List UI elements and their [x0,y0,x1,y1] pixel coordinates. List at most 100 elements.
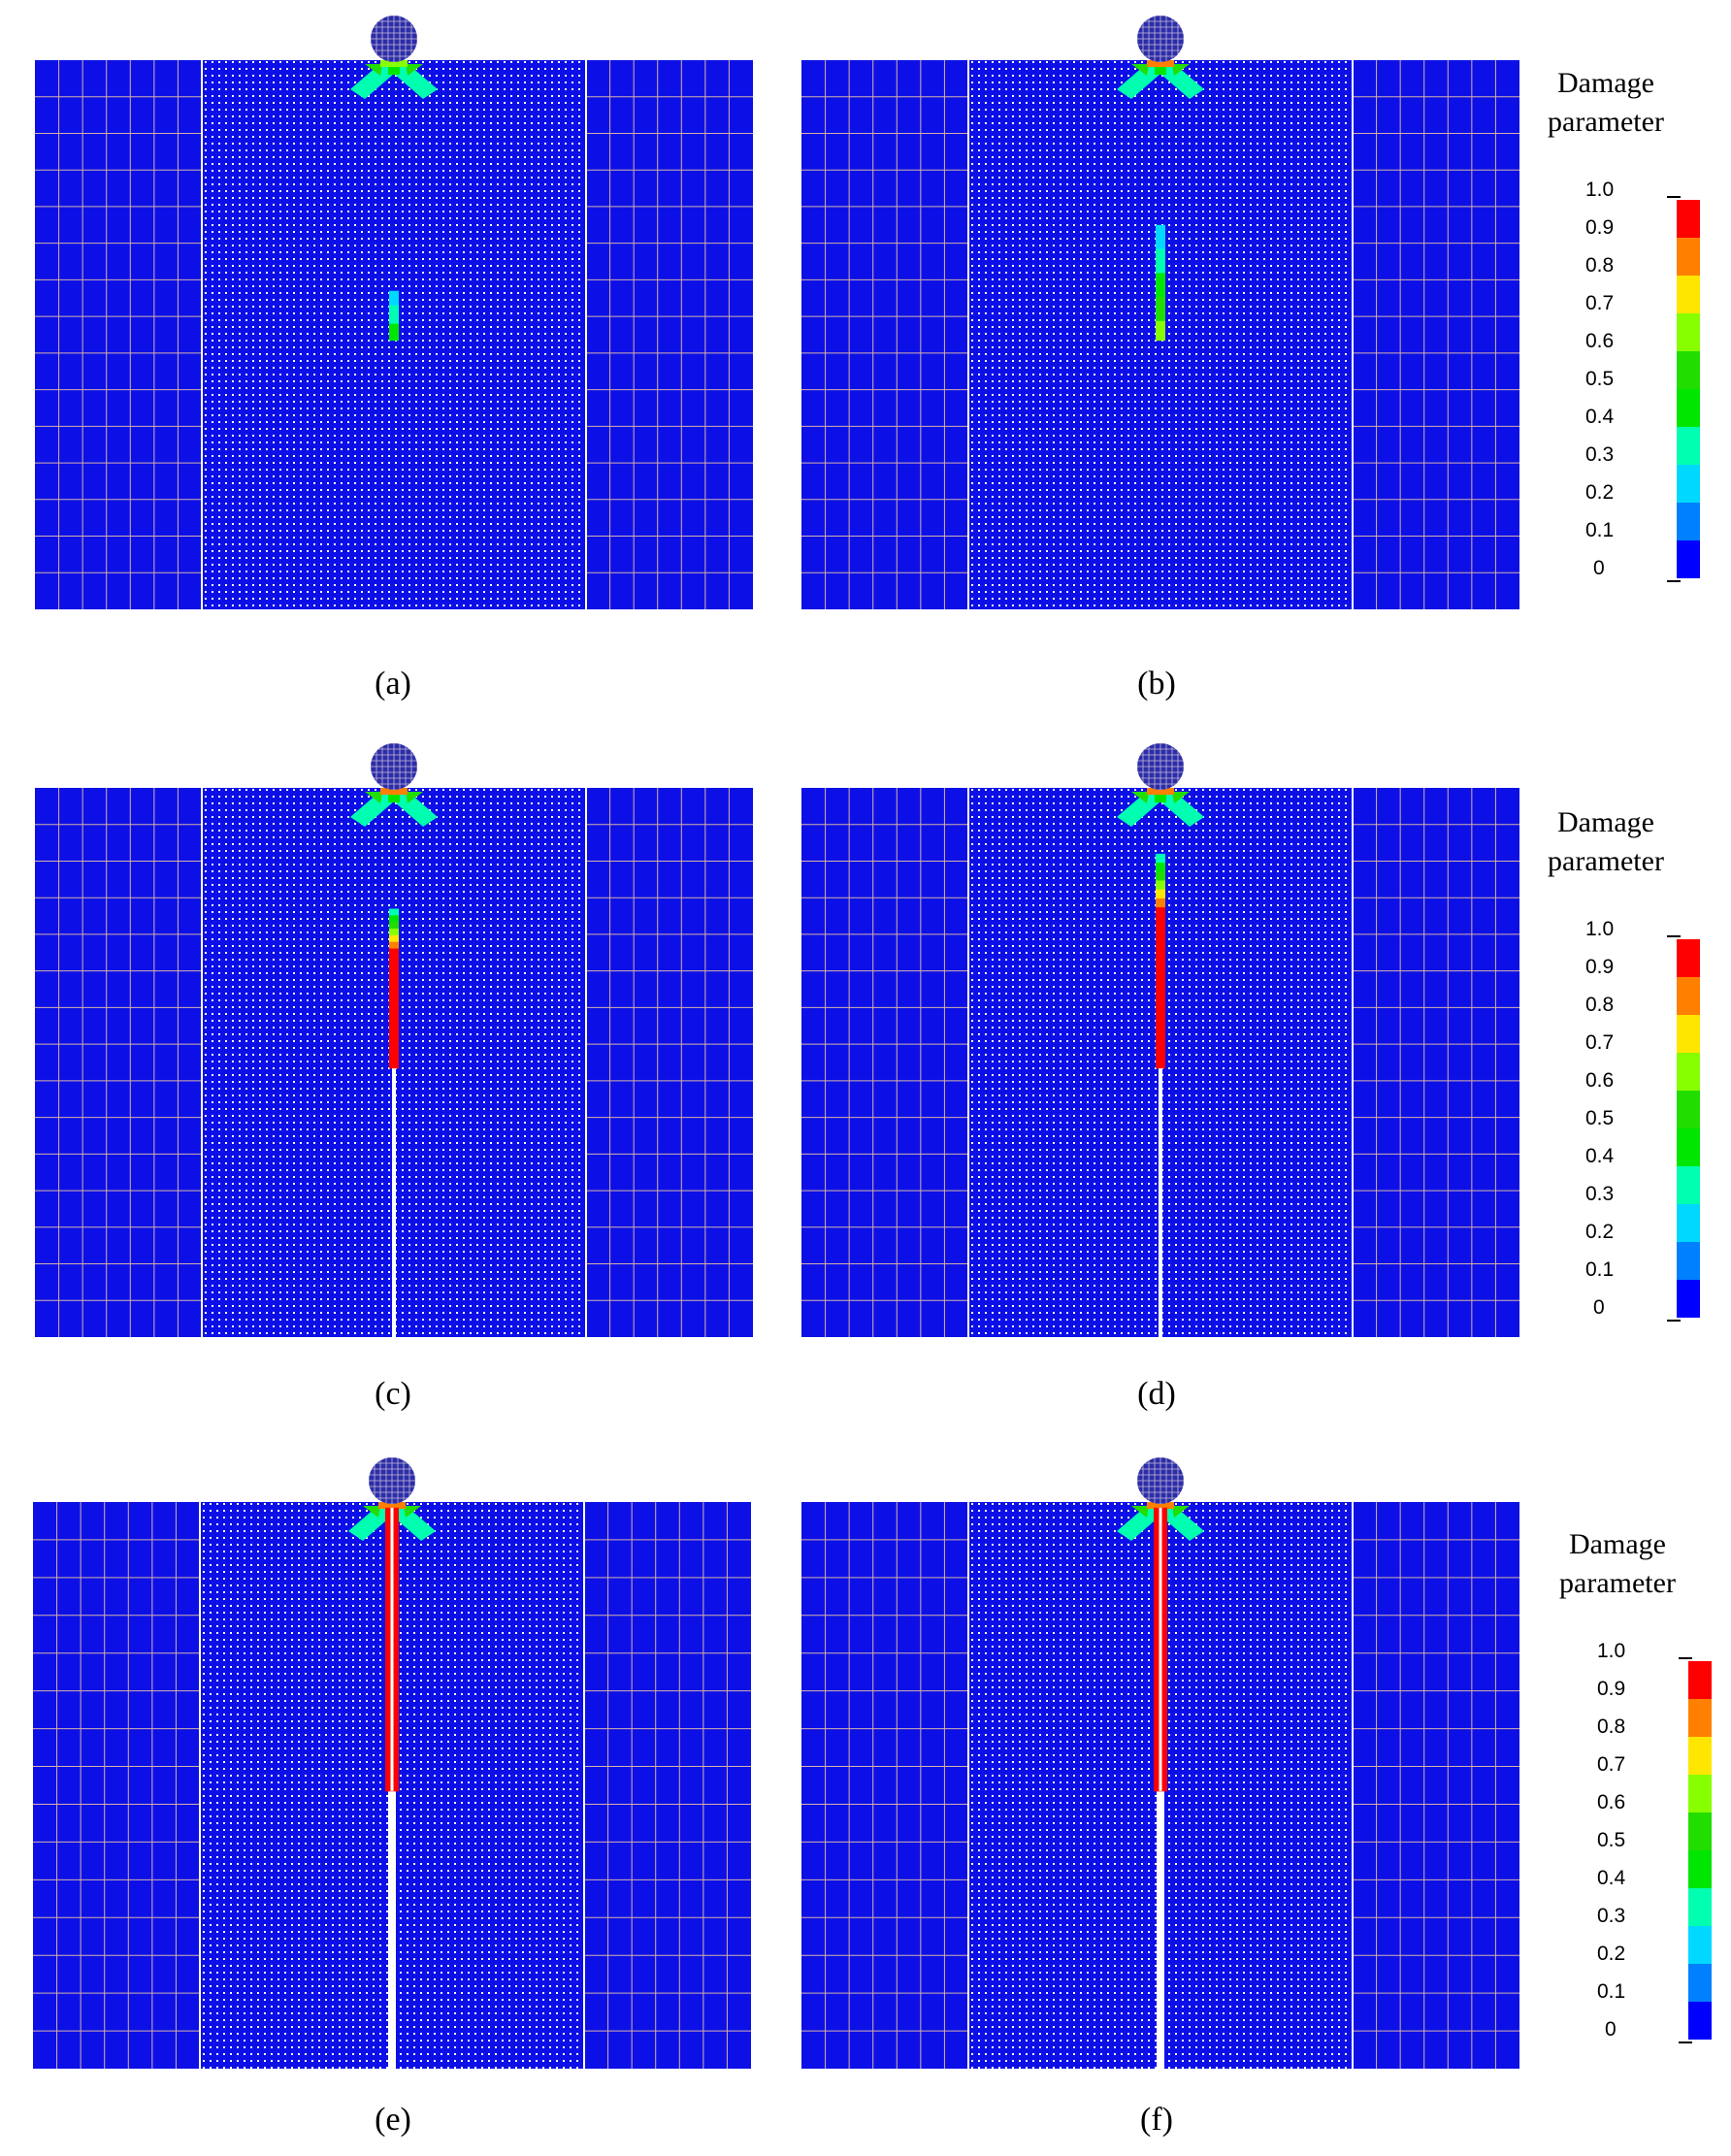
caption-f: (f) [1140,2102,1173,2138]
legend-tick-label: 0.3 [1585,443,1615,466]
contact-damage-zone [1117,60,1204,99]
legend-color-segment [1677,238,1700,276]
legend-title-line2: parameter [1548,106,1664,138]
impactor-ball [371,743,417,790]
legend-color-segment [1688,1737,1712,1775]
legend-title-line1: Damage [1557,806,1654,838]
legend-tick-label: 0 [1605,2018,1617,2041]
legend-tick-label: 0.1 [1597,1980,1626,2003]
open-crack [392,1067,396,1337]
legend-color-segment [1688,1850,1712,1888]
legend-color-segment [1677,540,1700,578]
coarse-mesh-left [35,60,202,609]
mesh-figure-c [35,743,753,1337]
legend-tick-label: 0.5 [1585,1107,1615,1129]
legend-bar-end-mark [1679,2042,1692,2043]
mesh-figure-d [801,743,1519,1337]
legend-color-segment [1677,939,1700,977]
legend-tick-label: 0.9 [1597,1678,1626,1700]
legend-color-segment [1688,1661,1712,1699]
crack-damage-band [389,908,399,1069]
legend-color-bar [1688,1661,1712,2040]
legend-tick-label: 0.2 [1585,481,1615,504]
damage-legend-1: Damage parameter 1.0 0.9 0.8 0.7 0.6 0.5 0.4 0.… [1533,64,1727,607]
legend-tick-label: 0.1 [1585,1258,1615,1281]
legend-color-segment [1677,503,1700,540]
legend-tick-label: 0.5 [1597,1829,1626,1851]
legend-title-line2: parameter [1559,1567,1676,1599]
legend-tick-label: 1.0 [1585,918,1615,940]
coarse-mesh-left [801,788,968,1337]
legend-title-line1: Damage [1569,1528,1666,1560]
legend-tick-label: 0.3 [1585,1183,1615,1205]
caption-b: (b) [1137,666,1176,702]
legend-tick-label: 1.0 [1597,1640,1626,1662]
legend-color-segment [1677,1204,1700,1242]
contact-damage-zone [350,788,438,827]
legend-color-segment [1688,1813,1712,1850]
legend-tick-label: 0.9 [1585,956,1615,978]
legend-tick-label: 0.4 [1597,1867,1626,1889]
legend-color-segment [1688,1964,1712,2002]
contact-damage-zone [1117,788,1204,827]
damage-legend-2: Damage parameter 1.0 0.9 0.8 0.7 0.6 0.5 0.4 0.… [1533,803,1727,1347]
crack-damage-band [1156,853,1165,1069]
crack-damage-band [385,1507,399,1792]
legend-color-segment [1677,1166,1700,1204]
legend-bar-end-mark [1667,580,1681,582]
legend-title-line2: parameter [1548,845,1664,877]
legend-tick-label: 0.6 [1597,1791,1626,1813]
damage-legend-3: Damage parameter 1.0 0.9 0.8 0.7 0.6 0.5 0.4 0.… [1545,1525,1731,2069]
legend-color-bar [1677,939,1700,1318]
coarse-mesh-right [1353,788,1519,1337]
legend-color-segment [1677,1091,1700,1128]
legend-tick-label: 0.5 [1585,368,1615,390]
crack-damage-band [1154,1507,1167,1792]
crack-damage-band [1156,224,1165,342]
caption-e: (e) [375,2102,411,2138]
open-crack [1157,1790,1164,2069]
coarse-mesh-right [586,788,753,1337]
open-crack [1159,1067,1162,1337]
legend-tick-label: 0.2 [1585,1221,1615,1243]
legend-color-segment [1677,1280,1700,1318]
legend-color-segment [1677,351,1700,389]
mesh-figure-f [801,1457,1519,2069]
legend-title-line1: Damage [1557,67,1654,99]
panel-d [801,741,1519,1353]
legend-tick-label: 0.7 [1585,1031,1615,1054]
panel-e [33,1455,751,2076]
legend-color-segment [1677,1242,1700,1280]
mesh-figure-e [33,1457,751,2069]
contact-damage-zone [1117,1502,1204,1541]
coarse-mesh-right [1353,60,1519,609]
legend-tick-label: 0.1 [1585,519,1615,541]
legend-tick-label: 0.7 [1585,292,1615,314]
mesh-figure-b [801,16,1519,609]
legend-tick-label: 0.6 [1585,330,1615,352]
panel-f [801,1455,1519,2076]
legend-tick-label: 0.4 [1585,1145,1615,1167]
coarse-mesh-left [35,788,202,1337]
legend-color-segment [1677,1053,1700,1091]
legend-tick-label: 0.8 [1585,994,1615,1016]
legend-bar-end-mark [1667,935,1681,937]
caption-d: (d) [1137,1376,1176,1412]
legend-color-segment [1677,276,1700,313]
mesh-figure-a [35,16,753,609]
legend-bar-end-mark [1667,1320,1681,1322]
legend-color-segment [1677,313,1700,351]
legend-bar-end-mark [1679,1657,1692,1659]
legend-color-segment [1688,2002,1712,2040]
legend-tick-label: 0.6 [1585,1069,1615,1092]
crack-damage-band [389,290,399,342]
legend-tick-label: 0.8 [1597,1715,1626,1738]
coarse-mesh-left [801,60,968,609]
legend-tick-label: 0 [1593,1296,1605,1319]
legend-color-segment [1688,1888,1712,1926]
legend-tick-label: 0.3 [1597,1905,1626,1927]
legend-color-segment [1677,977,1700,1015]
coarse-mesh-right [1353,1502,1519,2069]
legend-color-segment [1688,1699,1712,1737]
impactor-ball [1137,1457,1184,1504]
